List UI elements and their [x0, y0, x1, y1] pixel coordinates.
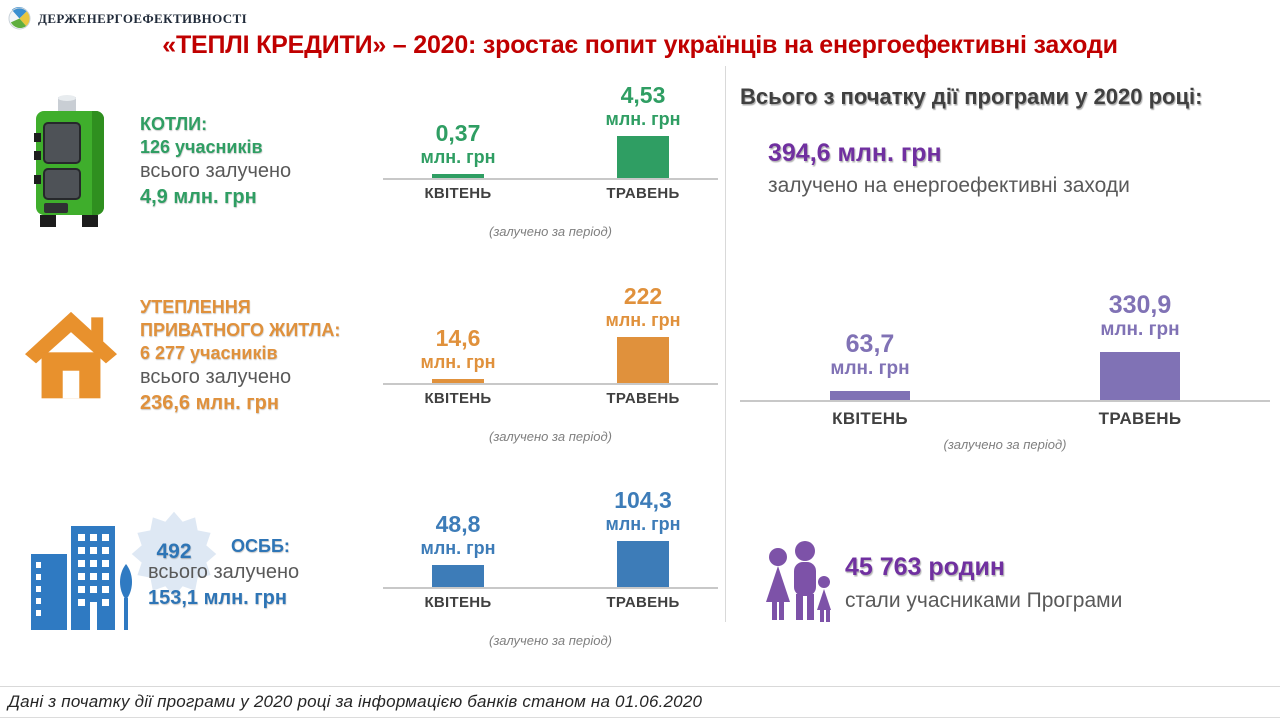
chart-insulation-col-may: 222 млн. грн	[568, 283, 718, 383]
section-osbb-sublabel: всього залучено	[148, 561, 300, 583]
page-title: «ТЕПЛІ КРЕДИТИ» – 2020: зростає попит ук…	[162, 31, 1118, 59]
bar-april	[432, 174, 484, 178]
value-unit: млн. грн	[420, 146, 496, 167]
brand: ДЕРЖЕНЕРГОЕФЕКТИВНОСТІ	[8, 7, 247, 30]
value-unit: млн. грн	[605, 309, 681, 330]
section-boilers-title: КОТЛИ:	[140, 114, 208, 134]
chart-insulation-col-april: 14,6 млн. грн	[383, 325, 533, 383]
bar-may	[617, 337, 669, 383]
vertical-divider	[725, 66, 726, 622]
section-insulation-total: 236,6 млн. грн	[140, 391, 279, 414]
starburst-icon	[131, 511, 217, 597]
starburst-badge: 492	[130, 510, 218, 597]
category-may: ТРАВЕНЬ	[1098, 409, 1182, 428]
value-label: 48,8	[435, 511, 481, 538]
family-icon	[758, 540, 838, 637]
section-insulation-participants: 6 277 учасників	[140, 343, 278, 364]
value-unit: млн. грн	[830, 357, 910, 379]
chart-boilers: 0,37 млн. грн 4,53 млн. грн КВІТЕНЬ ТРАВ…	[383, 78, 718, 239]
bar-april	[432, 565, 484, 587]
category-april: КВІТЕНЬ	[424, 390, 492, 407]
bar-may	[617, 541, 669, 587]
summary-total-block: 394,6 млн. грн залучено на енергоефектив…	[768, 137, 1130, 199]
chart-caption: (залучено за період)	[489, 429, 612, 444]
families-value: 45 763 родин	[845, 553, 1005, 581]
osbb-badge-count: 492	[156, 540, 192, 563]
chart-total: 63,7 млн. грн 330,9 млн. грн КВІТЕНЬ ТРА…	[740, 290, 1270, 452]
chart-boilers-plot: 0,37 млн. грн 4,53 млн. грн	[383, 78, 718, 180]
section-boilers-sublabel: всього залучено	[140, 160, 292, 183]
chart-insulation: 14,6 млн. грн 222 млн. грн КВІТЕНЬ ТРАВЕ…	[383, 283, 718, 444]
buildings-icon	[25, 516, 137, 641]
chart-total-plot: 63,7 млн. грн 330,9 млн. грн	[740, 290, 1270, 402]
bar-may	[617, 136, 669, 178]
house-icon	[25, 308, 117, 409]
chart-boilers-col-may: 4,53 млн. грн	[568, 82, 718, 178]
section-boilers-total: 4,9 млн. грн	[140, 185, 257, 208]
boiler-icon	[22, 95, 117, 235]
value-label: 4,53	[620, 82, 666, 109]
chart-osbb-plot: 48,8 млн. грн 104,3 млн. грн	[383, 487, 718, 589]
chart-osbb-col-april: 48,8 млн. грн	[383, 511, 533, 587]
category-may: ТРАВЕНЬ	[606, 390, 680, 407]
chart-boilers-col-april: 0,37 млн. грн	[383, 120, 533, 178]
footer-note: Дані з початку дії програми у 2020 році …	[8, 692, 703, 711]
category-april: КВІТЕНЬ	[832, 409, 908, 428]
chart-total-col-april: 63,7 млн. грн	[770, 330, 970, 400]
agency-sphere-logo-icon	[8, 7, 31, 30]
value-unit: млн. грн	[1100, 318, 1180, 340]
section-insulation-text: УТЕПЛЕННЯ ПРИВАТНОГО ЖИТЛА: 6 277 учасни…	[140, 296, 340, 416]
section-insulation-sublabel: всього залучено	[140, 366, 292, 389]
section-osbb-title: ОСББ:	[231, 536, 290, 556]
category-may: ТРАВЕНЬ	[606, 594, 680, 611]
bar-april	[432, 379, 484, 383]
section-osbb-total: 153,1 млн. грн	[148, 587, 287, 609]
chart-caption: (залучено за період)	[489, 633, 612, 648]
footer-divider	[0, 686, 1280, 687]
families-block: 45 763 родин стали учасниками Програми	[845, 551, 1122, 614]
chart-total-col-may: 330,9 млн. грн	[1040, 291, 1240, 400]
value-label: 330,9	[1108, 290, 1172, 319]
summary-total-value: 394,6 млн. грн	[768, 139, 942, 167]
summary-total-label: залучено на енергоефективні заходи	[768, 173, 1130, 197]
chart-caption: (залучено за період)	[943, 437, 1067, 452]
value-label: 14,6	[435, 325, 481, 352]
summary-heading: Всього з початку дії програми у 2020 роц…	[740, 84, 1203, 109]
bar-may	[1100, 352, 1180, 400]
category-may: ТРАВЕНЬ	[606, 185, 680, 202]
value-label: 0,37	[435, 120, 481, 147]
value-label: 222	[623, 283, 663, 310]
chart-insulation-plot: 14,6 млн. грн 222 млн. грн	[383, 283, 718, 385]
chart-osbb-col-may: 104,3 млн. грн	[568, 487, 718, 587]
value-unit: млн. грн	[420, 537, 496, 558]
chart-osbb: 48,8 млн. грн 104,3 млн. грн КВІТЕНЬ ТРА…	[383, 487, 718, 648]
category-april: КВІТЕНЬ	[424, 185, 492, 202]
value-label: 104,3	[614, 487, 672, 514]
families-label: стали учасниками Програми	[845, 588, 1123, 612]
value-label: 63,7	[845, 329, 895, 358]
chart-caption: (залучено за період)	[489, 224, 612, 239]
section-boilers-participants: 126 учасників	[140, 137, 263, 158]
section-insulation-title-1: УТЕПЛЕННЯ	[140, 297, 251, 317]
brand-name: ДЕРЖЕНЕРГОЕФЕКТИВНОСТІ	[38, 10, 248, 26]
category-april: КВІТЕНЬ	[424, 594, 492, 611]
value-unit: млн. грн	[420, 351, 496, 372]
value-unit: млн. грн	[605, 513, 681, 534]
section-boilers-text: КОТЛИ: 126 учасників всього залучено 4,9…	[140, 113, 291, 210]
value-unit: млн. грн	[605, 108, 681, 129]
bar-april	[830, 391, 910, 400]
section-insulation-title-2: ПРИВАТНОГО ЖИТЛА:	[140, 320, 341, 341]
bottom-divider	[0, 717, 1280, 718]
